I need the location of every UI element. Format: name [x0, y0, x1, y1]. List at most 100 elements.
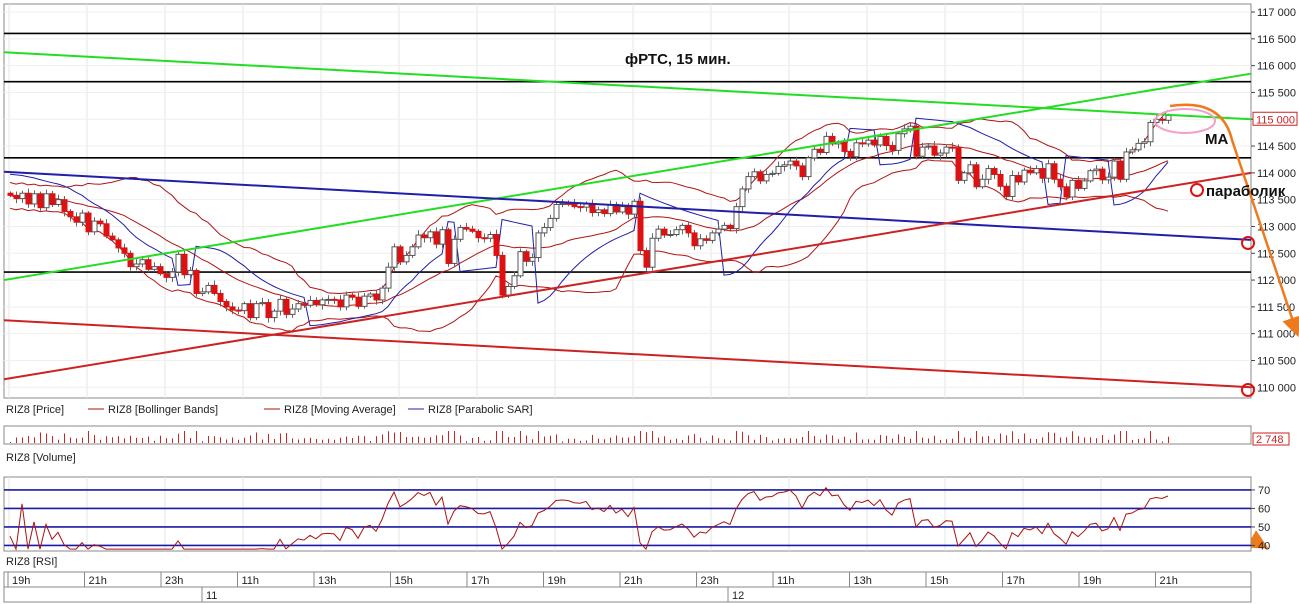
- time-label: 19h: [548, 575, 566, 587]
- candle: [1009, 170, 1016, 200]
- candle-body: [397, 246, 404, 263]
- candles: [7, 113, 1172, 323]
- candle: [1057, 174, 1064, 191]
- volume-pane-frame: [3, 425, 1252, 445]
- candle-body: [409, 246, 416, 256]
- candle: [721, 222, 728, 232]
- candle: [343, 291, 350, 311]
- axis-marker-circle-110000: [1241, 383, 1255, 397]
- candle-body: [43, 193, 50, 209]
- candle-body: [973, 164, 980, 188]
- candle-body: [367, 293, 374, 297]
- price-axis-label: 116 500: [1257, 34, 1296, 46]
- candle-body: [427, 231, 434, 239]
- candle: [961, 170, 968, 184]
- candle: [1111, 157, 1118, 181]
- candle-body: [961, 172, 968, 181]
- candle: [415, 230, 422, 249]
- candle-body: [1009, 175, 1016, 197]
- candle: [865, 137, 872, 147]
- candle-body: [1123, 151, 1130, 180]
- candle-body: [421, 234, 428, 239]
- candle: [553, 202, 560, 222]
- candle: [103, 219, 110, 239]
- candle-body: [31, 193, 38, 205]
- chart-title: фРТС, 15 мин.: [625, 51, 731, 68]
- time-label: 17h: [471, 575, 489, 587]
- candle: [1069, 178, 1076, 200]
- candle: [919, 142, 926, 159]
- candle-body: [571, 203, 578, 208]
- candle-body: [469, 228, 476, 232]
- price-axis-label: 117 000: [1257, 7, 1296, 19]
- candle: [889, 141, 896, 155]
- candle: [253, 300, 260, 321]
- candle: [1147, 120, 1154, 147]
- candle: [727, 223, 734, 231]
- candle-body: [655, 228, 662, 239]
- price-axis: 117 000 116 500 116 000 115 500 115 000 114 5…: [1251, 7, 1298, 394]
- candle: [925, 143, 932, 150]
- candle: [493, 229, 500, 260]
- price-axis-label: 111 000: [1257, 329, 1295, 341]
- candle-body: [223, 301, 230, 308]
- candle-body: [919, 146, 926, 157]
- candle-body: [13, 194, 20, 200]
- candle: [319, 297, 326, 310]
- candle-body: [703, 238, 710, 241]
- candle-body: [751, 171, 758, 178]
- candle: [229, 302, 236, 315]
- candle: [331, 296, 338, 305]
- candle-body: [847, 150, 854, 158]
- candle-body: [721, 224, 728, 230]
- candle: [313, 297, 320, 307]
- candle-body: [229, 306, 236, 311]
- candle-body: [1015, 175, 1022, 183]
- candle-body: [733, 206, 740, 230]
- candle-body: [709, 232, 716, 241]
- candle-body: [379, 287, 386, 301]
- candle-body: [175, 253, 182, 273]
- candle: [241, 301, 248, 314]
- candle: [97, 218, 104, 227]
- candle: [73, 212, 80, 227]
- price-axis-label: 116 000: [1257, 61, 1296, 73]
- candle-body: [991, 168, 998, 175]
- candle: [379, 285, 386, 305]
- candle: [481, 233, 488, 243]
- candle-body: [895, 133, 902, 151]
- candle-body: [457, 227, 464, 240]
- candle: [769, 170, 776, 177]
- candle-body: [79, 212, 86, 223]
- candle: [265, 299, 272, 323]
- time-label: 19h: [12, 575, 30, 587]
- candle: [457, 224, 464, 243]
- candle-body: [1159, 118, 1166, 121]
- candle: [1093, 165, 1100, 176]
- candle-body: [307, 299, 314, 306]
- candle-body: [955, 147, 962, 181]
- candle-body: [499, 254, 506, 296]
- candle: [703, 235, 710, 244]
- candle: [577, 202, 584, 212]
- candle: [619, 201, 626, 215]
- candle: [1087, 168, 1094, 183]
- candle: [1033, 165, 1040, 175]
- candle: [193, 268, 200, 297]
- candle-body: [1081, 180, 1088, 189]
- candle: [745, 171, 752, 193]
- candle-body: [595, 209, 602, 214]
- date-label: 12: [732, 590, 744, 602]
- candle: [145, 257, 152, 273]
- candle: [751, 168, 758, 181]
- rsi-axis: 70 60 50 40: [1251, 485, 1270, 552]
- candle-body: [1075, 179, 1082, 189]
- candle-body: [799, 165, 806, 178]
- trendline: [3, 319, 1252, 389]
- candle: [691, 230, 698, 250]
- legend-ma: RIZ8 [Moving Average]: [284, 404, 396, 416]
- candle-body: [337, 299, 344, 308]
- rsi-axis-label: 70: [1258, 485, 1270, 497]
- candle-body: [1003, 185, 1010, 197]
